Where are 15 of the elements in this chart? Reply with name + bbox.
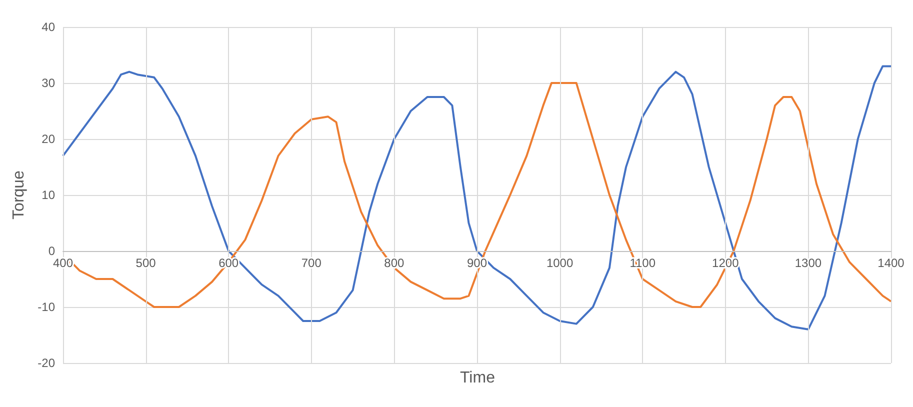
y-tick-label: 0 <box>48 244 56 258</box>
y-tick-label: 20 <box>42 132 56 146</box>
x-axis-title: Time <box>460 370 496 386</box>
y-tick-label: 30 <box>42 76 56 90</box>
x-tick-label: 1400 <box>878 256 905 270</box>
x-tick-label: 500 <box>136 256 156 270</box>
y-axis-title: Torque <box>10 170 28 220</box>
x-tick-label: 1300 <box>794 256 822 270</box>
y-tick-label: 10 <box>42 188 56 202</box>
x-tick-label: 700 <box>301 256 322 270</box>
x-tick-label: 400 <box>52 256 74 270</box>
y-tick-label: -10 <box>38 300 56 314</box>
y-tick-label: -20 <box>38 356 56 370</box>
x-tick-label: 1000 <box>546 256 574 270</box>
y-tick-label: 40 <box>42 20 56 34</box>
